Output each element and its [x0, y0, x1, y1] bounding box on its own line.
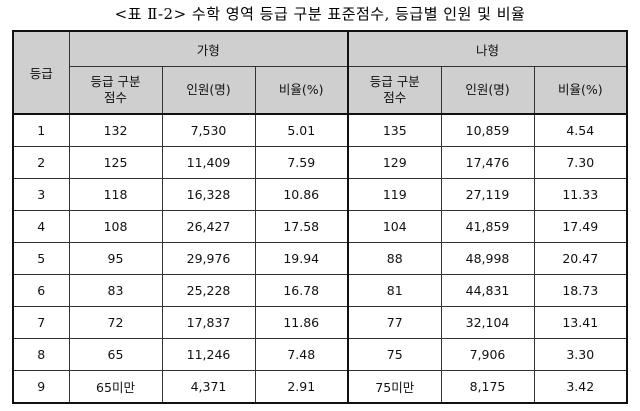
header-grade: 등급 — [12, 30, 70, 115]
b-people-cell: 7,906 — [440, 338, 535, 371]
table-title: <표 Ⅱ-2> 수학 영역 등급 구분 표준점수, 등급별 인원 및 비율 — [114, 5, 526, 23]
b-ratio-cell: 7.30 — [533, 146, 628, 179]
grade-cell: 7 — [12, 306, 70, 339]
a-cut-score-cell: 65미만 — [68, 370, 163, 404]
a-cut-score-cell: 108 — [68, 210, 163, 243]
b-people-cell: 17,476 — [440, 146, 535, 179]
a-people-cell: 4,371 — [161, 370, 256, 404]
b-cut-score-cell: 75 — [347, 338, 442, 371]
header-a-cut-line1: 등급 구분 — [90, 74, 141, 89]
header-b-people: 인원(명) — [440, 66, 535, 115]
header-a-cut-score: 등급 구분 점수 — [68, 66, 163, 115]
a-people-cell: 11,409 — [161, 146, 256, 179]
header-b-cut-score: 등급 구분 점수 — [347, 66, 442, 115]
b-people-cell: 27,119 — [440, 178, 535, 211]
header-a-people: 인원(명) — [161, 66, 256, 115]
a-people-cell: 26,427 — [161, 210, 256, 243]
a-cut-score-cell: 65 — [68, 338, 163, 371]
b-cut-score-cell: 77 — [347, 306, 442, 339]
grade-cell: 2 — [12, 146, 70, 179]
header-a-cut-line2: 점수 — [103, 90, 127, 105]
a-ratio-cell: 7.48 — [254, 338, 349, 371]
b-ratio-cell: 11.33 — [533, 178, 628, 211]
table-row: 9 65미만 4,371 2.91 75미만 8,175 3.42 — [12, 370, 628, 404]
header-a-ratio: 비율(%) — [254, 66, 349, 115]
header-b-ratio: 비율(%) — [533, 66, 628, 115]
a-ratio-cell: 5.01 — [254, 113, 349, 147]
a-people-cell: 29,976 — [161, 242, 256, 275]
header-group-b: 나형 — [347, 30, 628, 67]
b-cut-score-cell: 129 — [347, 146, 442, 179]
a-cut-score-cell: 132 — [68, 113, 163, 147]
a-people-cell: 11,246 — [161, 338, 256, 371]
b-people-cell: 44,831 — [440, 274, 535, 307]
grade-cell: 5 — [12, 242, 70, 275]
b-people-cell: 10,859 — [440, 113, 535, 147]
b-ratio-cell: 20.47 — [533, 242, 628, 275]
a-people-cell: 17,837 — [161, 306, 256, 339]
grade-cell: 9 — [12, 370, 70, 404]
a-ratio-cell: 2.91 — [254, 370, 349, 404]
b-people-cell: 48,998 — [440, 242, 535, 275]
a-ratio-cell: 7.59 — [254, 146, 349, 179]
table-row: 3 118 16,328 10.86 119 27,119 11.33 — [12, 178, 628, 211]
table-body: 1 132 7,530 5.01 135 10,859 4.54 2 125 11,409 7.59… — [12, 113, 628, 404]
b-cut-score-cell: 88 — [347, 242, 442, 275]
b-ratio-cell: 3.30 — [533, 338, 628, 371]
b-ratio-cell: 3.42 — [533, 370, 628, 404]
a-ratio-cell: 11.86 — [254, 306, 349, 339]
a-people-cell: 7,530 — [161, 113, 256, 147]
b-ratio-cell: 17.49 — [533, 210, 628, 243]
table-row: 1 132 7,530 5.01 135 10,859 4.54 — [12, 113, 628, 147]
a-cut-score-cell: 95 — [68, 242, 163, 275]
header-group-a: 가형 — [68, 30, 349, 67]
grade-cell: 6 — [12, 274, 70, 307]
b-people-cell: 41,859 — [440, 210, 535, 243]
b-people-cell: 8,175 — [440, 370, 535, 404]
b-cut-score-cell: 119 — [347, 178, 442, 211]
header-b-cut-line1: 등급 구분 — [369, 74, 420, 89]
a-ratio-cell: 16.78 — [254, 274, 349, 307]
a-ratio-cell: 10.86 — [254, 178, 349, 211]
a-cut-score-cell: 125 — [68, 146, 163, 179]
a-ratio-cell: 19.94 — [254, 242, 349, 275]
grade-cell: 3 — [12, 178, 70, 211]
b-cut-score-cell: 104 — [347, 210, 442, 243]
grade-cell: 4 — [12, 210, 70, 243]
table-row: 4 108 26,427 17.58 104 41,859 17.49 — [12, 210, 628, 243]
grade-cell: 8 — [12, 338, 70, 371]
a-people-cell: 25,228 — [161, 274, 256, 307]
table-row: 7 72 17,837 11.86 77 32,104 13.41 — [12, 306, 628, 339]
b-cut-score-cell: 81 — [347, 274, 442, 307]
b-people-cell: 32,104 — [440, 306, 535, 339]
header-b-cut-line2: 점수 — [383, 90, 407, 105]
b-cut-score-cell: 75미만 — [347, 370, 442, 404]
table-row: 6 83 25,228 16.78 81 44,831 18.73 — [12, 274, 628, 307]
a-cut-score-cell: 72 — [68, 306, 163, 339]
table-row: 8 65 11,246 7.48 75 7,906 3.30 — [12, 338, 628, 371]
b-cut-score-cell: 135 — [347, 113, 442, 147]
grade-table: 등급 가형 나형 등급 구분 점수 인원(명) 비율(%) 등급 구분 점수 인… — [12, 30, 629, 404]
table-row: 5 95 29,976 19.94 88 48,998 20.47 — [12, 242, 628, 275]
grade-cell: 1 — [12, 113, 70, 147]
a-people-cell: 16,328 — [161, 178, 256, 211]
b-ratio-cell: 4.54 — [533, 113, 628, 147]
a-ratio-cell: 17.58 — [254, 210, 349, 243]
table-row: 2 125 11,409 7.59 129 17,476 7.30 — [12, 146, 628, 179]
a-cut-score-cell: 83 — [68, 274, 163, 307]
b-ratio-cell: 13.41 — [533, 306, 628, 339]
b-ratio-cell: 18.73 — [533, 274, 628, 307]
a-cut-score-cell: 118 — [68, 178, 163, 211]
